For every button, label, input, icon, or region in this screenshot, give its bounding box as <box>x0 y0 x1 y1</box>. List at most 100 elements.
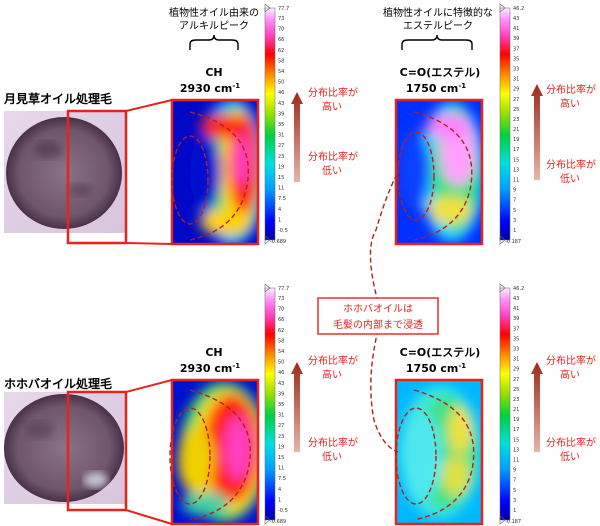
svg-text:-0.689: -0.689 <box>270 239 286 245</box>
colorbar-tick-label: 31 <box>278 413 284 419</box>
ratio-arrow-top-right: 分布比率が 高い 分布比率が 低い <box>531 83 596 185</box>
colorbar-tick-label: 33 <box>513 347 519 353</box>
svg-text:高い: 高い <box>560 97 580 110</box>
annotation-line-2: アルキルピーク <box>179 20 249 32</box>
ir-map-ester-bottom <box>394 378 484 526</box>
colorbar-tick-label: 1 <box>278 217 281 223</box>
colorbar-tick-label: -0.5 <box>278 508 288 514</box>
top-right-annotation: 植物性オイルに特徴的な エステルピーク <box>383 6 493 50</box>
top-left-annotation: 植物性オイル由来の アルキルピーク <box>169 6 259 50</box>
colorbar-tick-label: 35 <box>513 336 519 342</box>
colorbar-tick-label: 3 <box>513 218 516 224</box>
colorbar-tick-label: 19 <box>513 137 519 143</box>
colorbar-tick-label: 29 <box>513 367 519 373</box>
colorbar-tick-label: 1 <box>278 497 281 503</box>
colorbar-tick-label: 23 <box>278 434 284 440</box>
svg-text:分布比率が: 分布比率が <box>546 158 596 171</box>
svg-text:CH: CH <box>205 66 222 79</box>
svg-text:1750 cm-1: 1750 cm-1 <box>406 82 466 95</box>
ratio-arrow-bottom-left: 分布比率が 高い 分布比率が 低い <box>291 354 358 463</box>
colorbar-tick-label: 58 <box>278 338 284 344</box>
colorbar-tick-label: 70 <box>278 27 284 33</box>
ir-map-ester-top <box>394 98 484 246</box>
colorbar-tick-label: 17 <box>513 427 519 433</box>
colorbar-tick-label: 23 <box>513 117 519 123</box>
colorbar-tick-label: 9 <box>513 188 516 194</box>
colorbar-tick-label: 27 <box>513 377 519 383</box>
colorbar-ester-bottom: 46.2 -0.187 4341393735333129272523211917… <box>499 283 524 525</box>
colorbar-tick-label: 46 <box>278 370 284 376</box>
svg-text:2930 cm-1: 2930 cm-1 <box>180 362 240 375</box>
svg-text:46.2: 46.2 <box>513 286 524 292</box>
callout-box: ホホバオイルは 毛髪の内部まで浸透 <box>317 297 439 335</box>
colorbar-tick-label: 25 <box>513 387 519 393</box>
ir-map-ch-bottom <box>169 378 260 526</box>
svg-text:-0.187: -0.187 <box>505 239 521 245</box>
ir-map-ch-top <box>170 98 260 246</box>
colorbar-tick-label: 7.5 <box>278 476 286 482</box>
colorbar-tick-label: 15 <box>513 157 519 163</box>
colorbar-tick-label: 39 <box>513 36 519 42</box>
colorbar-tick-label: 27 <box>278 143 284 149</box>
svg-text:分布比率が: 分布比率が <box>546 83 596 96</box>
svg-text:ホホバオイルは: ホホバオイルは <box>343 303 413 315</box>
colorbar-tick-label: 27 <box>278 423 284 429</box>
colorbar-tick-label: 7.5 <box>278 196 286 202</box>
ratio-arrow-bottom-right: 分布比率が 高い 分布比率が 低い <box>531 354 596 463</box>
colorbar-tick-label: -0.5 <box>278 228 288 234</box>
colorbar-tick-label: 41 <box>513 306 519 312</box>
colorbar-tick-label: 21 <box>513 127 519 133</box>
callout-connector-up <box>369 175 397 303</box>
colorbar-tick-label: 19 <box>278 444 284 450</box>
colorbar-tick-label: 5 <box>513 208 516 214</box>
svg-text:高い: 高い <box>322 368 342 381</box>
colorbar-tick-label: 50 <box>278 360 284 366</box>
colorbar-tick-label: 7 <box>513 478 516 484</box>
colorbar-tick-label: 73 <box>278 296 284 302</box>
annotation-line-2: エステルピーク <box>403 20 473 32</box>
svg-text:C=O(エステル): C=O(エステル) <box>400 346 481 359</box>
colorbar-tick-label: 66 <box>278 37 284 43</box>
colorbar-tick-label: 31 <box>278 133 284 139</box>
highlight-box-bottom <box>66 390 128 512</box>
colorbar-tick-label: 39 <box>513 316 519 322</box>
colorbar-tick-label: 19 <box>513 417 519 423</box>
colorbar-tick-label: 27 <box>513 97 519 103</box>
sample-label-bottom: ホホバオイル処理毛 <box>4 376 112 391</box>
colorbar-tick-label: 23 <box>513 397 519 403</box>
svg-text:低い: 低い <box>322 450 342 463</box>
peak-title-ester-top: C=O(エステル) 1750 cm-1 <box>400 66 481 95</box>
sample-label-top: 月見草オイル処理毛 <box>3 91 112 106</box>
colorbar-tick-label: 39 <box>278 391 284 397</box>
svg-text:77.7: 77.7 <box>278 286 289 292</box>
highlight-box-top <box>66 109 128 245</box>
svg-text:毛髪の内部まで浸透: 毛髪の内部まで浸透 <box>333 318 423 331</box>
svg-text:77.7: 77.7 <box>278 6 289 12</box>
colorbar-tick-label: 31 <box>513 77 519 83</box>
colorbar-ch-bottom: 77.7 -0.689 73 70 66 62 58 54 50 46 43 39 35 31 27 23… <box>264 283 289 525</box>
colorbar-tick-label: 11 <box>278 466 284 472</box>
colorbar-ch-top: 77.7 -0.689 73 70 66 62 58 54 50 46 43 39 35 31 27 23… <box>264 3 289 245</box>
colorbar-tick-label: 4 <box>278 207 281 213</box>
colorbar-tick-label: 3 <box>513 498 516 504</box>
colorbar-tick-label: 1 <box>513 508 516 514</box>
colorbar-tick-label: 62 <box>278 48 284 54</box>
peak-title-ch-bottom: CH 2930 cm-1 <box>180 346 240 375</box>
svg-text:高い: 高い <box>322 100 342 113</box>
hair-image-top <box>4 111 126 233</box>
colorbar-tick-label: 43 <box>278 381 284 387</box>
svg-text:1750 cm-1: 1750 cm-1 <box>406 362 466 375</box>
peak-title-ch-top: CH 2930 cm-1 <box>180 66 240 95</box>
colorbar-tick-label: 35 <box>278 122 284 128</box>
svg-text:分布比率が: 分布比率が <box>308 436 358 449</box>
colorbar-tick-label: 58 <box>278 58 284 64</box>
colorbar-tick-label: 37 <box>513 326 519 332</box>
colorbar-tick-label: 13 <box>513 447 519 453</box>
zoom-lines-bottom <box>125 379 173 525</box>
colorbar-tick-label: 62 <box>278 328 284 334</box>
colorbar-tick-label: 4 <box>278 487 281 493</box>
svg-text:-0.689: -0.689 <box>270 519 286 525</box>
colorbar-tick-label: 17 <box>513 147 519 153</box>
colorbar-tick-label: 5 <box>513 488 516 494</box>
